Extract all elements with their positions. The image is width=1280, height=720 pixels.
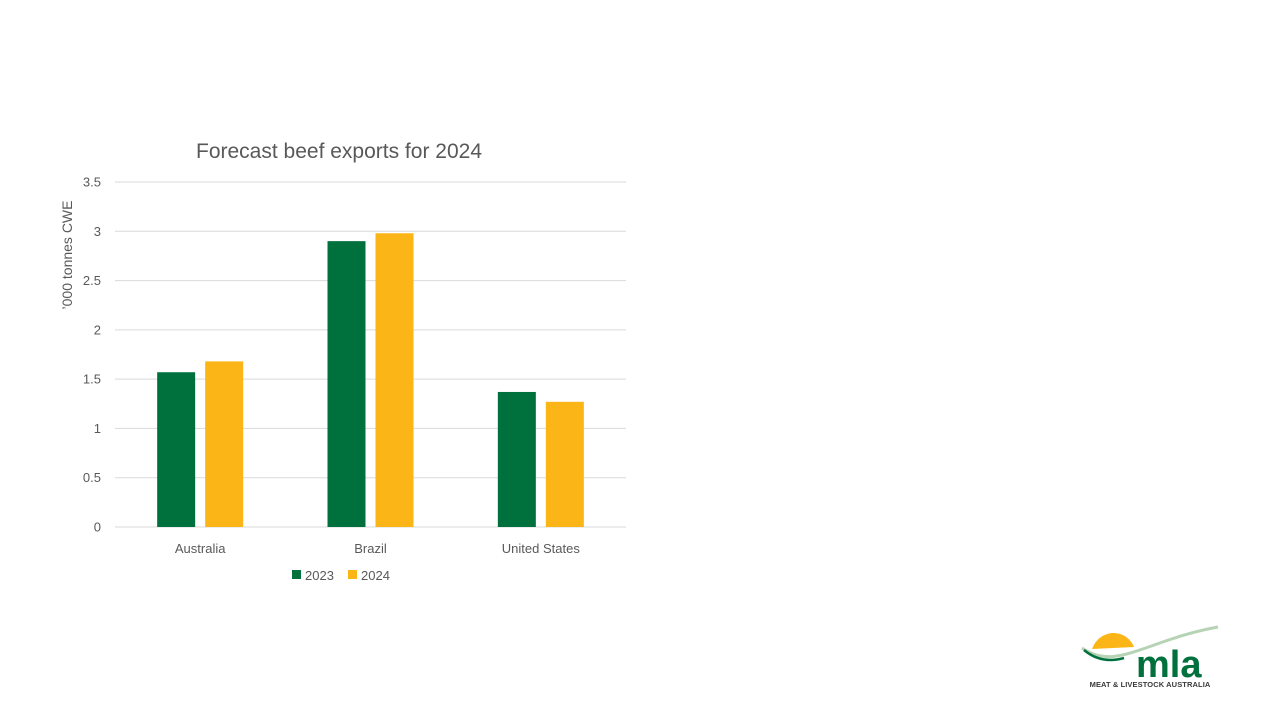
logo-swoosh-icon <box>1081 625 1219 659</box>
legend-label: 2024 <box>361 568 390 583</box>
chart-title: Forecast beef exports for 2024 <box>196 140 482 163</box>
y-tick-label: 2 <box>94 322 101 337</box>
y-axis-title: ’000 tonnes CWE <box>59 201 75 310</box>
y-tick-label: 0.5 <box>83 470 101 485</box>
y-tick-label: 1.5 <box>83 372 101 387</box>
logo-sun-icon <box>1092 632 1134 649</box>
logo-wordmark: mla <box>1136 644 1202 686</box>
gridlines <box>115 181 626 528</box>
mla-logo-graphic: mla <box>1081 625 1219 686</box>
y-tick-label: 2.5 <box>83 273 101 288</box>
y-axis-ticks: 0 0.5 1 1.5 2 2.5 3 3.5 <box>83 175 101 535</box>
x-axis-ticks: Australia Brazil United States <box>175 541 580 556</box>
bar-brazil-2023 <box>327 241 366 527</box>
x-tick-label: Australia <box>175 541 226 556</box>
bar-brazil-2024 <box>375 233 414 527</box>
y-tick-label: 1 <box>94 421 101 436</box>
y-tick-label: 0 <box>94 520 101 535</box>
x-tick-label: United States <box>502 541 581 556</box>
bar-united-states-2023 <box>497 391 536 527</box>
bar-united-states-2024 <box>545 401 584 527</box>
y-tick-label: 3 <box>94 224 101 239</box>
bar-australia-2024 <box>205 361 244 527</box>
y-tick-label: 3.5 <box>83 175 101 190</box>
logo-tagline: MEAT & LIVESTOCK AUSTRALIA <box>1089 680 1211 689</box>
bars <box>157 233 584 527</box>
bar-australia-2023 <box>157 372 196 527</box>
legend-swatch <box>348 570 357 579</box>
legend: 2023 2024 <box>292 568 390 583</box>
logo-swoosh-green-icon <box>1083 649 1125 662</box>
legend-swatch <box>292 570 301 579</box>
x-tick-label: Brazil <box>354 541 387 556</box>
legend-label: 2023 <box>305 568 334 583</box>
